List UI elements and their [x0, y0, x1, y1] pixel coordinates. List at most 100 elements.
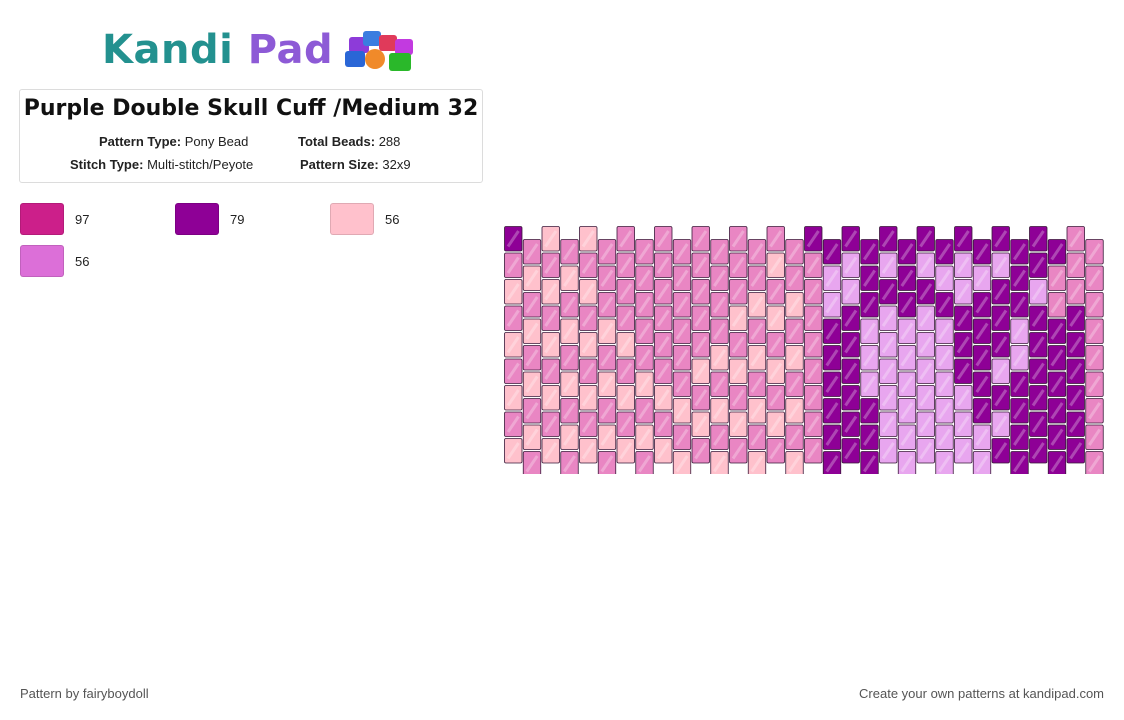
bead-shine: [825, 455, 839, 473]
bead: [879, 411, 898, 437]
bead-shine: [806, 415, 820, 433]
bead: [804, 358, 823, 384]
bead: [860, 345, 879, 371]
bead-shine: [1031, 362, 1045, 380]
bead: [560, 345, 579, 371]
bead-shine: [863, 296, 876, 314]
bead: [785, 292, 804, 318]
pattern-info-card: Purple Double Skull Cuff /Medium 32 Patt…: [19, 89, 483, 183]
bead: [897, 292, 917, 318]
bead-shine: [600, 269, 614, 287]
bead: [710, 318, 729, 344]
bead: [747, 265, 767, 291]
bead: [879, 385, 898, 411]
bead: [860, 292, 879, 318]
bead: [822, 292, 842, 318]
bead: [1066, 438, 1085, 464]
bead-shine: [881, 362, 895, 380]
bead: [1085, 292, 1104, 318]
bead: [1047, 451, 1067, 474]
bead: [1085, 371, 1104, 397]
bead-shine: [1031, 415, 1045, 433]
bead-shine: [656, 336, 670, 354]
bead: [879, 279, 898, 305]
bead-shine: [1050, 455, 1064, 473]
bead-shine: [1050, 243, 1064, 261]
kandipad-logo[interactable]: Kandi Pad: [102, 26, 419, 74]
bead-shine: [863, 269, 876, 287]
bead: [672, 265, 692, 291]
bead-shine: [1088, 296, 1101, 314]
bead-shine: [506, 415, 520, 433]
bead-shine: [806, 336, 820, 354]
kandipad-link[interactable]: Create your own patterns at kandipad.com: [859, 686, 1104, 701]
bead-shine: [525, 269, 539, 287]
bead-shine: [844, 256, 858, 274]
bead: [579, 226, 598, 252]
bead: [897, 318, 917, 344]
bead: [1029, 411, 1048, 437]
bead: [1010, 265, 1029, 291]
bead: [560, 318, 579, 344]
bead: [1029, 385, 1048, 411]
bead: [991, 332, 1010, 358]
bead-shine: [788, 269, 801, 287]
bead-shine: [769, 256, 783, 274]
bead-shine: [844, 309, 858, 327]
bead-shine: [881, 442, 895, 460]
bead-shine: [581, 256, 595, 274]
bead: [897, 371, 917, 397]
bead-shine: [769, 283, 783, 301]
bead-shine: [544, 442, 558, 460]
bead-shine: [881, 283, 895, 301]
bead-shine: [563, 296, 576, 314]
bead: [597, 424, 617, 450]
bead: [991, 438, 1010, 464]
pattern-type: Pattern Type: Pony Bead: [99, 134, 248, 149]
pattern-credit: Pattern by fairyboydoll: [20, 686, 149, 701]
bead-shine: [788, 455, 801, 473]
bead-shine: [863, 428, 876, 446]
bead-shine: [581, 283, 595, 301]
bead: [897, 451, 917, 474]
bead: [841, 252, 860, 278]
bead: [504, 385, 523, 411]
bead-shine: [919, 336, 933, 354]
bead: [710, 292, 729, 318]
bead-shine: [994, 309, 1008, 327]
bead: [916, 438, 935, 464]
bead: [579, 438, 598, 464]
bead-shine: [788, 375, 801, 393]
bead: [1085, 424, 1104, 450]
bead: [1010, 239, 1029, 265]
bead-shine: [994, 362, 1008, 380]
bead-shine: [863, 455, 876, 473]
bead-shine: [713, 243, 726, 261]
bead: [729, 385, 748, 411]
legend-item: 79: [175, 203, 244, 235]
bead-shine: [731, 256, 745, 274]
color-swatch: [20, 203, 64, 235]
bead-shine: [994, 389, 1008, 407]
bead: [522, 239, 542, 265]
bead: [616, 252, 635, 278]
bead-shine: [675, 296, 689, 314]
bead: [1085, 451, 1104, 474]
bead: [560, 451, 579, 474]
bead: [522, 398, 542, 424]
bead: [1029, 252, 1048, 278]
bead-shine: [806, 230, 820, 248]
bead-shine: [656, 389, 670, 407]
bead-shine: [675, 428, 689, 446]
bead: [616, 305, 635, 331]
bead-shine: [638, 375, 651, 393]
bead: [841, 438, 860, 464]
pattern-size-value: 32x9: [382, 157, 411, 172]
bead: [635, 424, 654, 450]
bead-shine: [769, 230, 783, 248]
bead: [691, 411, 710, 437]
bead-shine: [1050, 428, 1064, 446]
bead: [616, 385, 635, 411]
bead: [522, 265, 542, 291]
bead: [916, 279, 935, 305]
